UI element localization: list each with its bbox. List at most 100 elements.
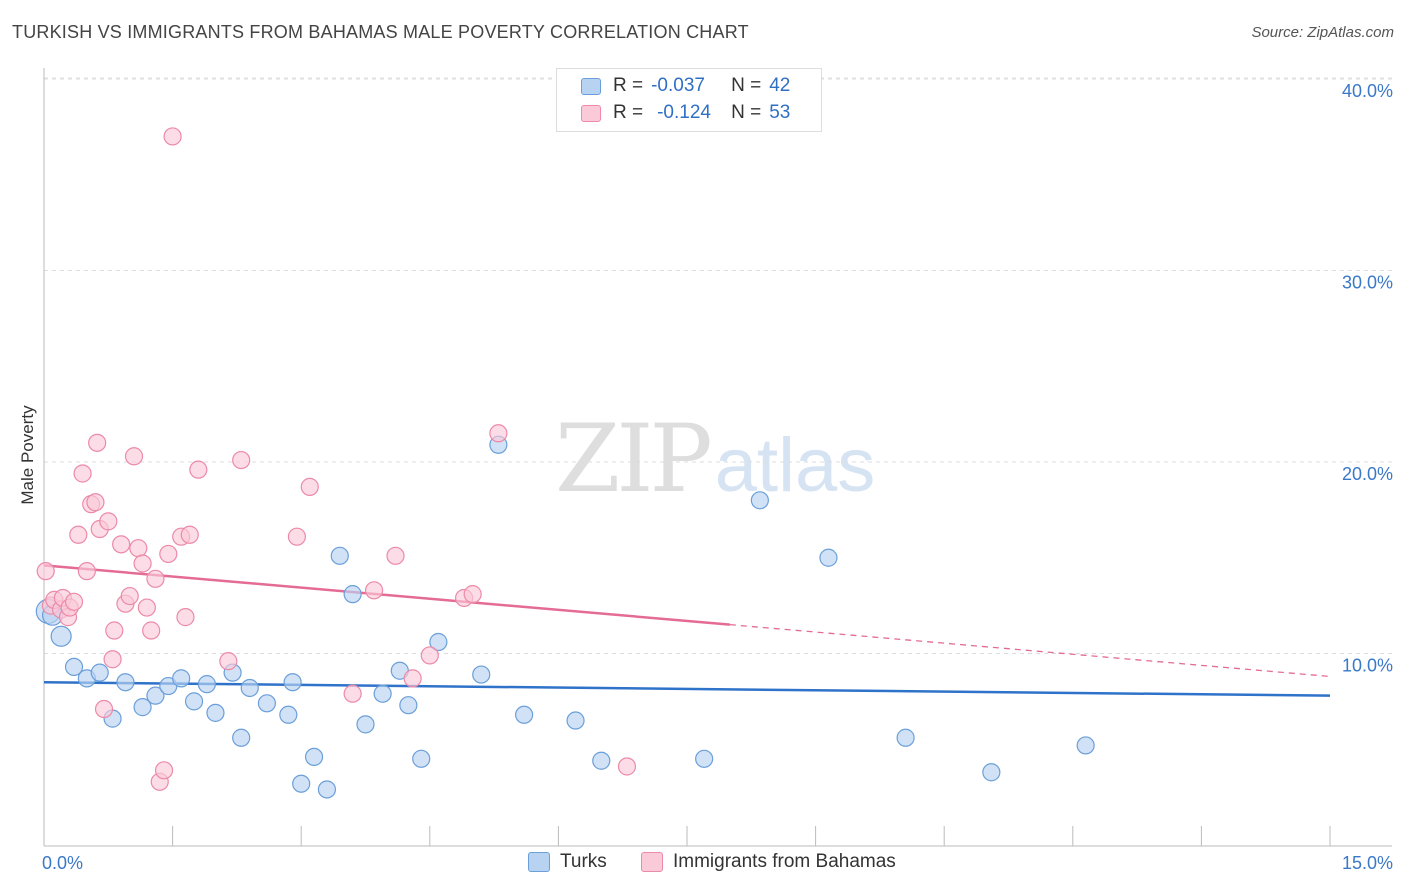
stats-n-label: N = bbox=[731, 102, 762, 123]
point-turks bbox=[133, 698, 152, 717]
point-turks bbox=[472, 665, 491, 684]
point-turks bbox=[515, 705, 534, 724]
point-bahamas bbox=[420, 646, 439, 665]
point-bahamas bbox=[232, 450, 251, 470]
point-turks bbox=[592, 751, 611, 770]
point-turks bbox=[566, 711, 585, 730]
point-turks bbox=[1076, 736, 1095, 755]
point-bahamas bbox=[64, 592, 84, 611]
point-bahamas bbox=[77, 562, 96, 581]
point-turks bbox=[50, 625, 72, 647]
point-turks bbox=[283, 673, 302, 692]
legend-label-bahamas: Immigrants from Bahamas bbox=[673, 851, 896, 872]
point-turks bbox=[257, 694, 277, 713]
point-bahamas bbox=[94, 699, 114, 719]
point-bahamas bbox=[142, 621, 161, 640]
stats-r-label: R = bbox=[613, 102, 644, 123]
point-bahamas bbox=[86, 493, 105, 512]
point-turks bbox=[172, 669, 191, 688]
x-tick-label: 15.0% bbox=[1342, 853, 1393, 873]
stats-row-bahamas: R = -0.124 N = 53 bbox=[581, 100, 790, 126]
point-turks bbox=[356, 715, 375, 734]
point-bahamas bbox=[403, 669, 422, 688]
point-turks bbox=[292, 774, 311, 793]
point-turks bbox=[750, 491, 769, 510]
point-turks bbox=[695, 749, 714, 768]
stats-box: R = -0.037 N = 42 R = -0.124 N = 53 bbox=[556, 68, 822, 132]
point-bahamas bbox=[124, 447, 144, 466]
point-bahamas bbox=[300, 477, 319, 496]
trendline-bahamas-projection bbox=[729, 623, 1331, 678]
y-tick-label: 10.0% bbox=[1342, 656, 1393, 676]
point-turks bbox=[206, 703, 225, 722]
tick-label-layer: 10.0% 20.0% 30.0% 40.0% 0.0% 15.0% bbox=[42, 81, 1393, 873]
point-bahamas bbox=[103, 650, 122, 669]
legend-swatch-turks bbox=[528, 852, 550, 872]
point-bahamas bbox=[137, 598, 156, 617]
chart-title: TURKISH VS IMMIGRANTS FROM BAHAMAS MALE … bbox=[12, 22, 749, 42]
point-bahamas bbox=[343, 684, 362, 703]
stats-r-value: -0.124 bbox=[657, 102, 711, 123]
point-bahamas bbox=[146, 569, 165, 588]
stats-swatch-turks bbox=[581, 77, 601, 95]
point-bahamas bbox=[154, 761, 174, 780]
legend-item-bahamas[interactable]: Immigrants from Bahamas bbox=[641, 851, 896, 873]
point-bahamas bbox=[105, 621, 124, 640]
point-turks bbox=[64, 657, 84, 677]
point-turks bbox=[116, 673, 135, 692]
stats-row-turks: R = -0.037 N = 42 bbox=[581, 73, 790, 99]
point-turks bbox=[304, 747, 324, 767]
grid-layer bbox=[44, 77, 1392, 654]
source-label: Source: ZipAtlas.com bbox=[1251, 24, 1394, 41]
point-turks bbox=[197, 675, 216, 694]
point-turks bbox=[896, 728, 915, 747]
point-turks bbox=[330, 546, 349, 565]
point-turks bbox=[343, 585, 362, 604]
point-turks bbox=[240, 678, 259, 698]
point-turks bbox=[429, 632, 448, 652]
legend-item-turks[interactable]: Turks bbox=[528, 851, 607, 873]
point-turks bbox=[373, 684, 392, 703]
point-bahamas bbox=[120, 586, 139, 606]
stats-n-value: 53 bbox=[769, 102, 791, 123]
point-bahamas bbox=[36, 562, 55, 581]
point-bahamas bbox=[287, 527, 307, 546]
point-bahamas bbox=[99, 512, 118, 531]
point-bahamas bbox=[133, 554, 152, 573]
point-bahamas bbox=[180, 525, 199, 544]
point-turks bbox=[982, 763, 1001, 782]
point-bahamas bbox=[219, 652, 238, 671]
x-tick-label: 0.0% bbox=[42, 853, 83, 873]
point-bahamas bbox=[189, 460, 208, 479]
stats-swatch-bahamas bbox=[581, 104, 601, 122]
point-bahamas bbox=[364, 581, 384, 600]
legend-swatch-bahamas bbox=[641, 852, 663, 872]
point-turks bbox=[90, 663, 109, 682]
point-bahamas bbox=[489, 424, 508, 443]
point-turks bbox=[184, 692, 204, 711]
axis-layer bbox=[43, 68, 1392, 847]
stats-r-label: R = bbox=[613, 75, 644, 96]
point-bahamas bbox=[73, 464, 92, 483]
stats-r-value: -0.037 bbox=[651, 75, 705, 96]
point-turks bbox=[279, 705, 298, 724]
y-tick-label: 20.0% bbox=[1342, 464, 1393, 484]
legend-label-turks: Turks bbox=[560, 851, 607, 872]
point-turks bbox=[232, 728, 251, 747]
points-layer bbox=[35, 127, 1095, 799]
point-bahamas bbox=[163, 127, 182, 146]
point-bahamas bbox=[176, 608, 195, 627]
point-bahamas bbox=[386, 546, 405, 565]
point-bahamas bbox=[463, 585, 482, 604]
point-turks bbox=[399, 696, 418, 715]
stats-n-label: N = bbox=[731, 75, 762, 96]
trendline-turks bbox=[43, 680, 1331, 697]
point-bahamas bbox=[129, 539, 148, 558]
point-bahamas bbox=[88, 433, 107, 452]
point-turks bbox=[412, 749, 431, 768]
point-bahamas bbox=[112, 535, 131, 554]
point-turks bbox=[146, 686, 165, 705]
point-turks bbox=[819, 548, 838, 567]
point-bahamas bbox=[159, 544, 178, 564]
